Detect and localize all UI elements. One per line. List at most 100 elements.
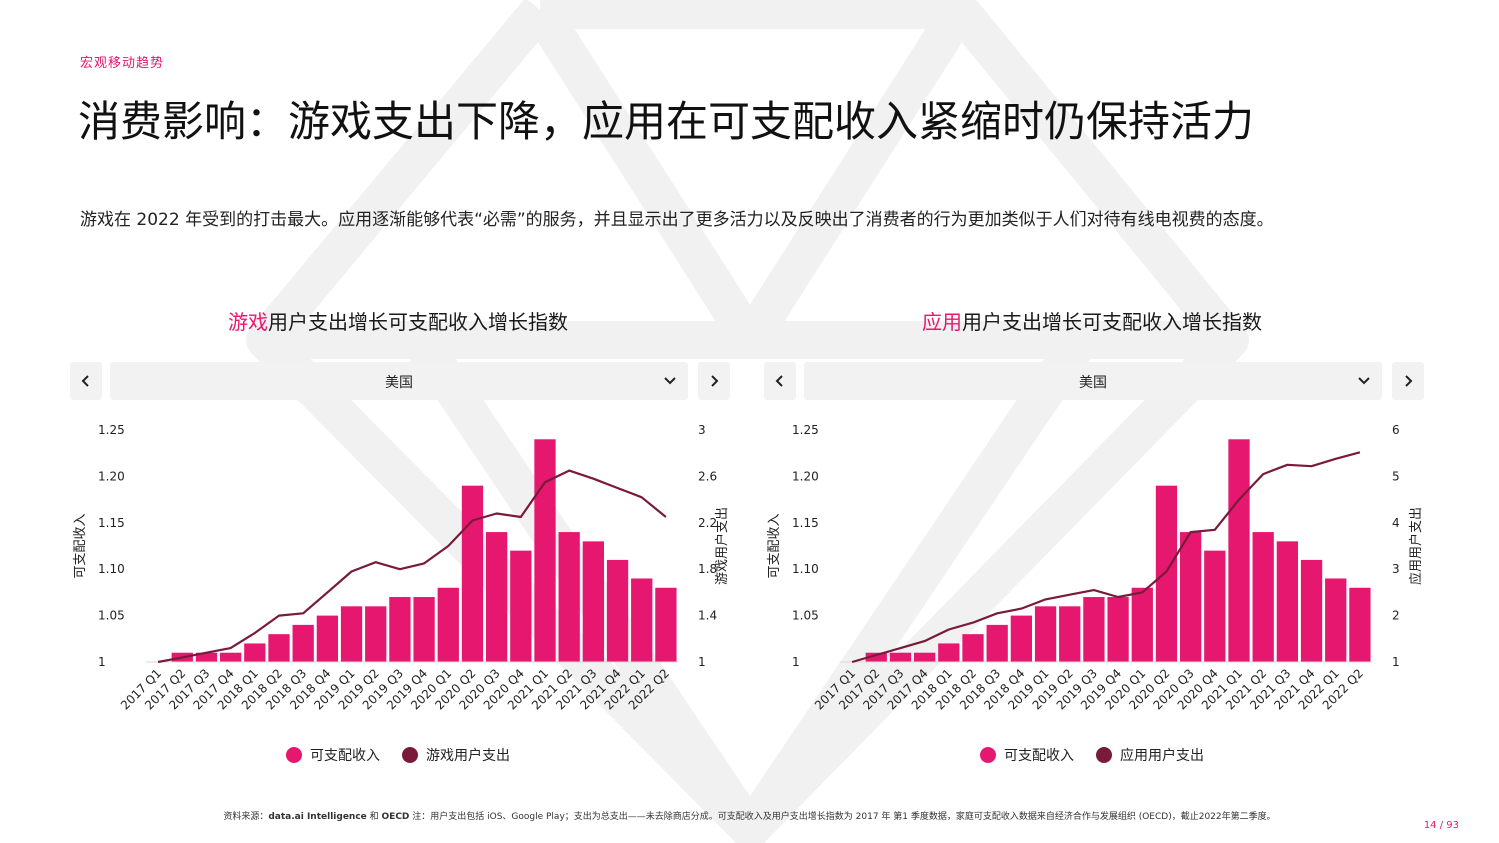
y-left-axis-title: 可支配收入 (767, 513, 782, 578)
footer-source-1: data.ai Intelligence (268, 812, 367, 822)
bar-mark[interactable] (655, 587, 677, 662)
bar-mark[interactable] (631, 578, 653, 662)
chevron-right-icon (1405, 375, 1413, 387)
chart-title: 应用用户支出增长可支配收入增长指数 (762, 306, 1422, 335)
apps-chart-panel: 应用用户支出增长可支配收入增长指数 美国 1 1.05 1.10 1.15 1.20 1.… (762, 300, 1424, 770)
legend-item-income[interactable]: 可支配收入 (286, 745, 380, 765)
next-button[interactable] (1392, 362, 1424, 400)
bar-mark[interactable] (582, 541, 605, 662)
bar-mark[interactable] (1325, 578, 1347, 662)
bar-mark[interactable] (340, 606, 363, 662)
bar-mark[interactable] (1155, 485, 1178, 662)
bar-mark[interactable] (1300, 559, 1323, 662)
country-select-value: 美国 (385, 375, 413, 391)
country-select[interactable]: 美国 (110, 362, 688, 400)
y-left-tick-label: 1.10 (98, 562, 125, 576)
bar-mark[interactable] (1252, 532, 1274, 662)
bar-mark[interactable] (316, 615, 339, 662)
legend-item-income[interactable]: 可支配收入 (980, 745, 1074, 765)
bar-mark[interactable] (389, 597, 411, 662)
bar-mark[interactable] (962, 634, 984, 662)
bar-mark[interactable] (986, 624, 1008, 662)
bar-mark[interactable] (1107, 597, 1129, 662)
bar-mark[interactable] (292, 624, 314, 662)
legend-item-spend[interactable]: 游戏用户支出 (402, 745, 510, 765)
y-right-axis-title: 游戏用户支出 (714, 507, 728, 585)
bar-mark[interactable] (606, 559, 629, 662)
chart-title-rest: 用户支出增长可支配收入增长指数 (268, 310, 568, 334)
bar-mark[interactable] (1349, 587, 1371, 662)
bar-mark[interactable] (219, 652, 242, 662)
bar-mark[interactable] (558, 532, 580, 662)
bar-mark[interactable] (437, 587, 459, 662)
bar-mark[interactable] (1228, 439, 1250, 662)
prev-button[interactable] (764, 362, 796, 400)
country-select-value: 美国 (1079, 375, 1107, 391)
bar-mark[interactable] (1059, 606, 1081, 662)
legend-label-spend: 应用用户支出 (1120, 748, 1204, 764)
footer-source-note: 资料来源：data.ai Intelligence 和 OECD 注：用户支出包… (0, 809, 1499, 822)
bar-mark[interactable] (913, 652, 936, 662)
bar-mark[interactable] (865, 652, 887, 662)
bar-mark[interactable] (510, 550, 532, 662)
y-right-tick-label: 1 (1392, 655, 1400, 669)
y-left-tick-label: 1 (792, 655, 800, 669)
bar-mark[interactable] (461, 485, 484, 662)
chart-legend: 可支配收入 应用用户支出 (762, 745, 1422, 765)
y-right-tick-label: 1 (698, 655, 706, 669)
bar-mark[interactable] (485, 532, 508, 662)
country-select[interactable]: 美国 (804, 362, 1382, 400)
bar-mark[interactable] (413, 597, 435, 662)
chart-title-highlight: 应用 (922, 310, 962, 334)
bar-mark[interactable] (365, 606, 387, 662)
footer-rest: 注：用户支出包括 iOS、Google Play；支出为总支出——未去除商店分成… (409, 812, 1276, 822)
y-right-tick-label: 2.6 (698, 469, 717, 483)
y-left-tick-label: 1.05 (792, 609, 819, 623)
y-right-tick-label: 6 (1392, 423, 1400, 437)
chart-title-highlight: 游戏 (228, 310, 268, 334)
y-right-tick-label: 2 (1392, 609, 1400, 623)
legend-item-spend[interactable]: 应用用户支出 (1096, 745, 1204, 765)
chevron-left-icon (81, 375, 89, 387)
bar-mark[interactable] (268, 634, 290, 662)
legend-swatch-line (402, 747, 418, 763)
y-left-tick-label: 1.15 (792, 516, 819, 530)
y-left-tick-label: 1 (98, 655, 106, 669)
bar-mark[interactable] (889, 652, 912, 662)
y-right-axis-title: 应用用户支出 (1408, 507, 1422, 585)
chart-title: 游戏用户支出增长可支配收入增长指数 (68, 306, 728, 335)
legend-label-income: 可支配收入 (1004, 748, 1074, 764)
y-left-tick-label: 1.15 (98, 516, 125, 530)
footer-source-2: OECD (381, 812, 410, 822)
y-right-tick-label: 2.2 (698, 516, 717, 530)
bar-mark[interactable] (1034, 606, 1057, 662)
y-right-tick-label: 3 (1392, 562, 1400, 576)
spend-line[interactable] (851, 451, 1361, 664)
spend-line[interactable] (157, 469, 667, 664)
bar-mark[interactable] (534, 439, 556, 662)
y-left-tick-label: 1.20 (792, 469, 819, 483)
bar-mark[interactable] (1010, 615, 1033, 662)
bar-mark[interactable] (1131, 587, 1153, 662)
legend-label-spend: 游戏用户支出 (426, 748, 510, 764)
bar-mark[interactable] (1204, 550, 1226, 662)
bar-mark[interactable] (1276, 541, 1299, 662)
y-right-tick-label: 1.4 (698, 609, 717, 623)
chart-title-rest: 用户支出增长可支配收入增长指数 (962, 310, 1262, 334)
legend-swatch-line (1096, 747, 1112, 763)
bar-mark[interactable] (1083, 597, 1105, 662)
chart-legend: 可支配收入 游戏用户支出 (68, 745, 728, 765)
prev-button[interactable] (70, 362, 102, 400)
y-left-tick-label: 1.05 (98, 609, 125, 623)
footer-mid: 和 (366, 812, 382, 822)
bar-mark[interactable] (938, 643, 960, 662)
legend-label-income: 可支配收入 (310, 748, 380, 764)
page-subtitle: 游戏在 2022 年受到的打击最大。应用逐渐能够代表“必需”的服务，并且显示出了… (80, 210, 1274, 230)
y-left-axis-title: 可支配收入 (73, 513, 88, 578)
next-button[interactable] (698, 362, 730, 400)
bar-mark[interactable] (244, 643, 266, 662)
bar-mark[interactable] (195, 652, 218, 662)
chevron-right-icon (711, 375, 719, 387)
bar-mark[interactable] (1179, 532, 1202, 662)
